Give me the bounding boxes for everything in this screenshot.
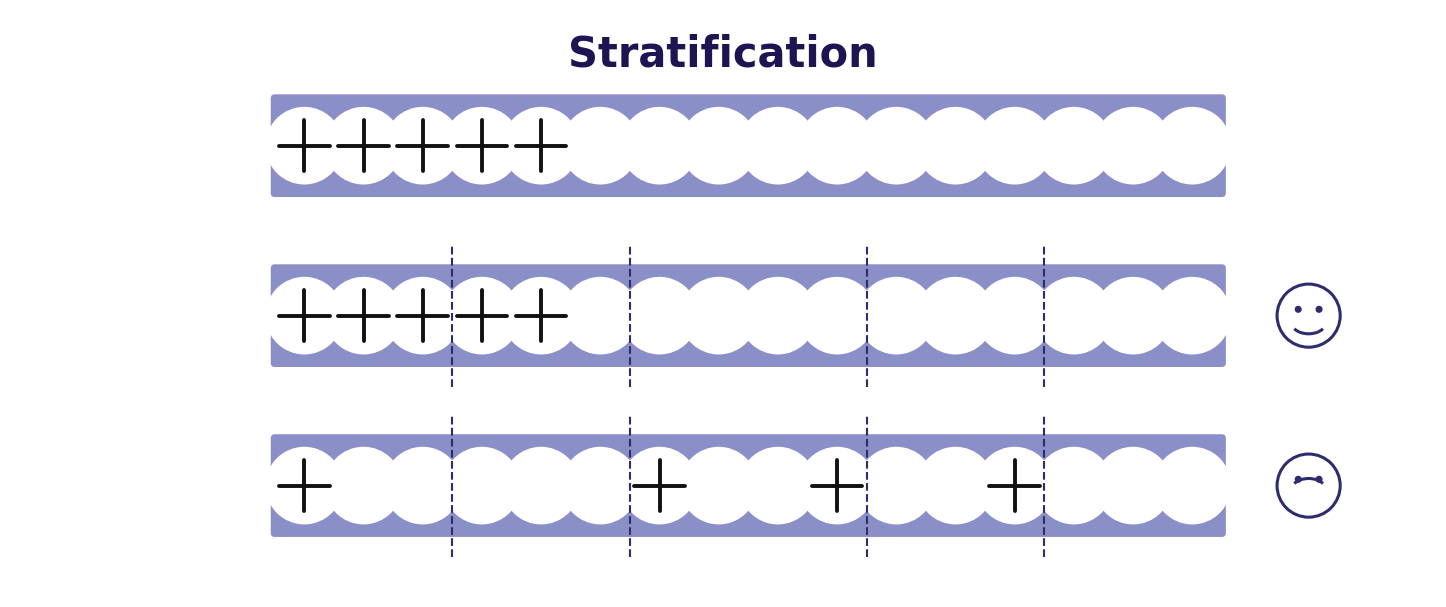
Circle shape bbox=[502, 107, 580, 185]
Circle shape bbox=[502, 447, 580, 524]
Circle shape bbox=[561, 107, 639, 185]
Circle shape bbox=[798, 447, 876, 524]
Circle shape bbox=[266, 277, 343, 354]
Circle shape bbox=[442, 107, 521, 185]
Circle shape bbox=[976, 277, 1054, 354]
Circle shape bbox=[739, 107, 817, 185]
Circle shape bbox=[739, 447, 817, 524]
Circle shape bbox=[1316, 307, 1322, 312]
Text: Stratification: Stratification bbox=[568, 33, 878, 76]
FancyBboxPatch shape bbox=[270, 94, 1226, 197]
Circle shape bbox=[680, 447, 758, 524]
Circle shape bbox=[1316, 476, 1322, 482]
Circle shape bbox=[1035, 107, 1113, 185]
Circle shape bbox=[798, 107, 876, 185]
Circle shape bbox=[1296, 476, 1301, 482]
Circle shape bbox=[383, 107, 461, 185]
Circle shape bbox=[976, 447, 1054, 524]
Circle shape bbox=[857, 277, 936, 354]
Circle shape bbox=[857, 447, 936, 524]
Circle shape bbox=[266, 447, 343, 524]
Circle shape bbox=[325, 447, 402, 524]
Circle shape bbox=[620, 447, 698, 524]
Circle shape bbox=[561, 277, 639, 354]
Circle shape bbox=[857, 107, 936, 185]
Circle shape bbox=[383, 277, 461, 354]
Circle shape bbox=[1154, 447, 1231, 524]
Circle shape bbox=[917, 277, 995, 354]
Circle shape bbox=[1035, 277, 1113, 354]
Circle shape bbox=[1035, 447, 1113, 524]
Circle shape bbox=[798, 277, 876, 354]
Circle shape bbox=[561, 447, 639, 524]
Circle shape bbox=[1095, 447, 1171, 524]
Circle shape bbox=[1296, 307, 1301, 312]
Circle shape bbox=[502, 277, 580, 354]
Circle shape bbox=[680, 277, 758, 354]
Circle shape bbox=[325, 107, 402, 185]
Circle shape bbox=[442, 447, 521, 524]
FancyBboxPatch shape bbox=[270, 264, 1226, 367]
Circle shape bbox=[680, 107, 758, 185]
Circle shape bbox=[1154, 277, 1231, 354]
Circle shape bbox=[976, 107, 1054, 185]
Circle shape bbox=[620, 277, 698, 354]
Circle shape bbox=[620, 107, 698, 185]
Circle shape bbox=[325, 277, 402, 354]
FancyBboxPatch shape bbox=[270, 434, 1226, 537]
Circle shape bbox=[383, 447, 461, 524]
Circle shape bbox=[1095, 277, 1171, 354]
Circle shape bbox=[1154, 107, 1231, 185]
Circle shape bbox=[917, 107, 995, 185]
Circle shape bbox=[917, 447, 995, 524]
Circle shape bbox=[1095, 107, 1171, 185]
Circle shape bbox=[442, 277, 521, 354]
Circle shape bbox=[739, 277, 817, 354]
Circle shape bbox=[266, 107, 343, 185]
